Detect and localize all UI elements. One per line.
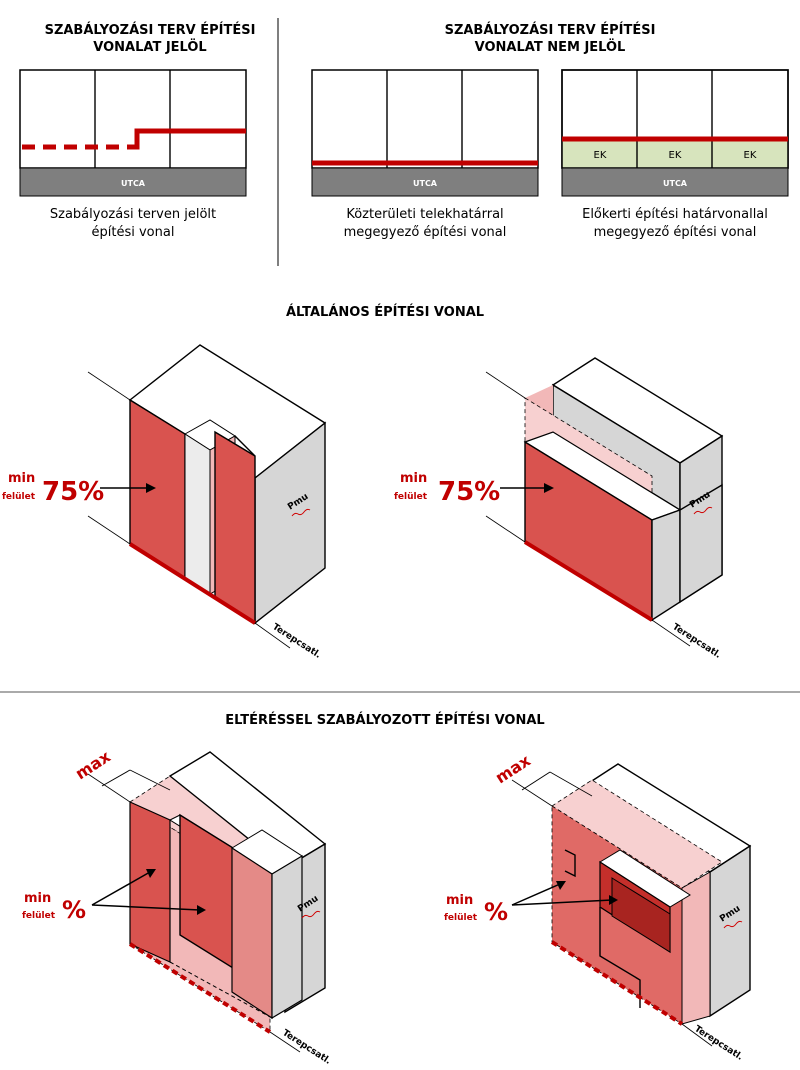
- bottom-right-min-label: min: [446, 893, 473, 908]
- middle-right-building: min felület 75% Pmu Terepcsatl.: [394, 357, 724, 661]
- bottom-section-title: ELTÉRÉSSEL SZABÁLYOZOTT ÉPÍTÉSI VONAL: [225, 712, 544, 728]
- bottom-left-arrow-2: [91, 904, 201, 911]
- middle-left-terep-label: Terepcsatl.: [270, 622, 322, 661]
- panel-3-ek-label-3: EK: [744, 150, 757, 161]
- top-right-header: SZABÁLYOZÁSI TERV ÉPÍTÉSI VONALAT NEM JE…: [445, 22, 656, 55]
- top-left-header-line1: SZABÁLYOZÁSI TERV ÉPÍTÉSI: [45, 22, 256, 38]
- top-right-header-line1: SZABÁLYOZÁSI TERV ÉPÍTÉSI: [445, 22, 656, 38]
- panel-2-caption-line2: megegyező építési vonal: [344, 225, 507, 240]
- bottom-left-percent-label: %: [62, 896, 86, 924]
- bottom-right-surface-label: felület: [444, 913, 478, 923]
- bottom-left-building: max min felület % Pmu Terepcsatl.: [22, 746, 332, 1066]
- panel-3-caption-line2: megegyező építési vonal: [594, 225, 757, 240]
- bottom-left-terep-label: Terepcsatl.: [280, 1028, 332, 1067]
- panel-1-lots: [19, 69, 247, 169]
- panel-3-caption-line1: Előkerti építési határvonallal: [582, 207, 768, 222]
- panel-1-building-line-solid: [132, 128, 246, 150]
- panel-3-street: [561, 167, 789, 197]
- panel-2-street: [311, 167, 539, 197]
- middle-left-building: min felület 75% Pmu Terepcsatl.: [2, 344, 327, 661]
- top-left-header: SZABÁLYOZÁSI TERV ÉPÍTÉSI VONALAT JELÖL: [45, 22, 256, 55]
- bottom-right-percent-label: %: [484, 898, 508, 926]
- panel-1-regulated-line: UTCA Szabályozási terven jelölt építési …: [19, 69, 247, 240]
- middle-right-percent-label: 75%: [438, 477, 500, 507]
- panel-2-street-label: UTCA: [413, 179, 438, 188]
- panel-1-caption-line1: Szabályozási terven jelölt: [50, 207, 216, 222]
- panel-3-ek-label-2: EK: [669, 150, 682, 161]
- middle-section-title: ÁLTALÁNOS ÉPÍTÉSI VONAL: [286, 304, 484, 320]
- bottom-left-arrow-1: [91, 871, 151, 906]
- panel-2-lot-boundary-line: UTCA Közterületi telekhatárral megegyező…: [311, 69, 539, 240]
- middle-left-surface-label: felület: [2, 492, 36, 502]
- panel-1-caption-line2: építési vonal: [92, 225, 175, 240]
- panel-3-front-garden-strip: [562, 140, 788, 168]
- bottom-right-building: max min felület % Pmu Terepcsatl.: [444, 750, 752, 1063]
- bottom-left-min-label: min: [24, 891, 51, 906]
- middle-right-min-label: min: [400, 471, 427, 486]
- middle-right-terep-label: Terepcsatl.: [670, 622, 722, 661]
- middle-left-front-wall-b: [214, 430, 256, 625]
- bottom-left-ground-line: [128, 942, 272, 1034]
- middle-right-surface-label: felület: [394, 492, 428, 502]
- bottom-right-side-wall: [709, 844, 751, 1018]
- middle-left-percent-label: 75%: [42, 477, 104, 507]
- middle-left-min-label: min: [8, 471, 35, 486]
- middle-left-ground-line: [128, 542, 257, 625]
- panel-2-caption-line1: Közterületi telekhatárral: [346, 207, 503, 222]
- middle-right-ground-line: [523, 540, 654, 622]
- bottom-left-surface-label: felület: [22, 911, 56, 921]
- bottom-right-arrow-2: [511, 899, 613, 906]
- top-left-header-line2: VONALAT JELÖL: [93, 39, 206, 55]
- panel-1-street-label: UTCA: [121, 179, 146, 188]
- bottom-right-ground-line: [550, 940, 684, 1026]
- panel-3-ek-label-1: EK: [594, 150, 607, 161]
- panel-3-front-garden-line: EK EK EK UTCA Előkerti építési határvona…: [561, 69, 789, 240]
- middle-left-recess: [184, 433, 211, 595]
- bottom-right-terep-label: Terepcsatl.: [692, 1024, 744, 1063]
- panel-3-street-label: UTCA: [663, 179, 688, 188]
- bottom-right-max-label: max: [492, 750, 535, 787]
- bottom-right-arrow-1: [511, 883, 561, 906]
- panel-1-street: [19, 167, 247, 197]
- panel-2-lots: [311, 69, 539, 169]
- top-right-header-line2: VONALAT NEM JELÖL: [475, 39, 626, 55]
